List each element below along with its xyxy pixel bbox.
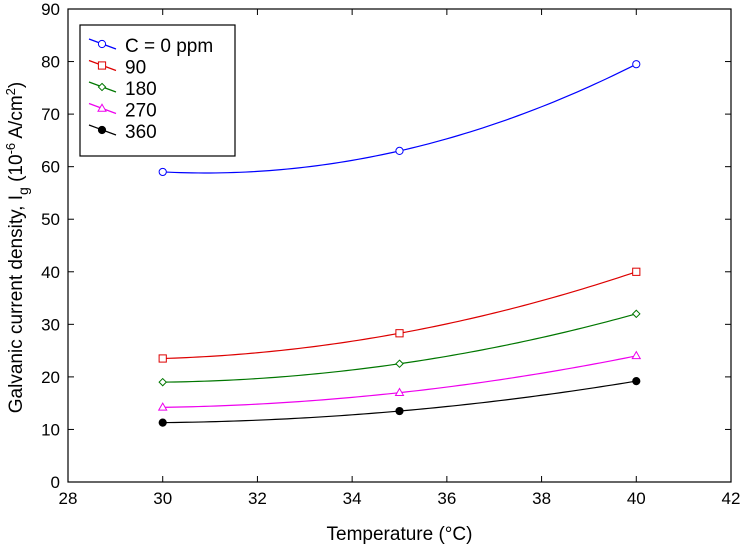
point-3-0 — [157, 402, 168, 411]
point-4-2 — [632, 376, 641, 386]
point-1-2 — [632, 267, 641, 276]
legend-label-2: 180 — [125, 79, 157, 100]
point-4-0 — [158, 418, 167, 427]
point-0-2 — [632, 60, 641, 69]
legend-label-1: 90 — [125, 58, 146, 79]
point-3-2 — [631, 350, 642, 360]
y-tick-label-9: 90 — [41, 0, 60, 19]
y-axis-label: Galvanic current density, Ig (10-6 A/cm2… — [3, 82, 31, 413]
series-1 — [158, 267, 641, 363]
point-3-1 — [394, 387, 405, 396]
y-axis-label-unit-open: (10 — [6, 154, 27, 187]
y-axis-label-prefix: Galvanic current density, I — [6, 195, 27, 413]
series-3 — [157, 350, 642, 411]
series-line-2 — [162, 313, 637, 383]
point-2-0 — [158, 377, 168, 387]
y-tick-label-3: 30 — [41, 315, 60, 334]
point-2-1 — [395, 359, 404, 369]
legend-item-2: 180 — [88, 79, 157, 100]
y-axis-label-unit-close: ) — [6, 82, 27, 88]
legend-label-4: 360 — [125, 122, 157, 143]
series-layer — [157, 60, 642, 427]
point-1-1 — [395, 329, 404, 338]
y-axis-label-subscript: g — [15, 187, 31, 195]
legend-label-3: 270 — [125, 101, 157, 122]
point-0-1 — [395, 146, 404, 155]
y-tick-label-7: 70 — [41, 105, 60, 124]
series-line-4 — [162, 380, 637, 424]
y-tick-label-6: 60 — [41, 158, 60, 177]
legend-marker-1 — [97, 61, 107, 70]
y-tick-label-0: 0 — [51, 473, 60, 492]
x-tick-labels: 28 30 32 34 36 38 40 42 — [59, 489, 741, 508]
x-tick-label-0: 28 — [59, 489, 78, 508]
y-tick-label-5: 50 — [41, 210, 60, 229]
y-tick-label-1: 10 — [41, 420, 60, 439]
x-tick-label-5: 38 — [532, 489, 551, 508]
series-4 — [158, 376, 641, 427]
legend-marker-3 — [97, 103, 107, 112]
series-line-1 — [162, 271, 637, 360]
x-tick-label-7: 42 — [722, 489, 741, 508]
series-2 — [158, 309, 641, 387]
x-tick-label-3: 34 — [343, 489, 362, 508]
legend-marker-0 — [97, 39, 107, 49]
point-2-2 — [631, 309, 641, 319]
point-1-0 — [158, 354, 167, 363]
point-4-1 — [395, 406, 404, 416]
x-tick-label-6: 40 — [627, 489, 646, 508]
legend-item-3: 270 — [88, 101, 157, 122]
y-tick-label-2: 20 — [41, 368, 60, 387]
legend-marker-2 — [97, 82, 107, 92]
legend-item-4: 360 — [88, 122, 157, 143]
legend-marker-4 — [97, 125, 107, 135]
legend-label-0: C = 0 ppm — [125, 36, 213, 57]
y-axis-label-unit-mid: A/cm — [6, 95, 27, 143]
x-tick-label-4: 36 — [437, 489, 456, 508]
point-0-0 — [158, 167, 167, 177]
legend-item-1: 90 — [88, 58, 146, 79]
x-axis-label: Temperature (°C) — [327, 524, 473, 545]
y-axis-label-unit-exp2: 2 — [3, 88, 18, 95]
x-tick-label-2: 32 — [248, 489, 267, 508]
y-tick-labels: 0 10 20 30 40 50 60 70 80 90 — [41, 0, 60, 492]
plot-frame — [67, 8, 732, 483]
y-axis-label-unit-exp: -6 — [3, 143, 18, 155]
x-tick-label-1: 30 — [153, 489, 172, 508]
series-0 — [158, 60, 641, 177]
y-tick-label-8: 80 — [41, 53, 60, 72]
legend-item-0: C = 0 ppm — [88, 36, 213, 57]
legend-box — [79, 24, 236, 157]
y-tick-label-4: 40 — [41, 263, 60, 282]
axis-ticks — [67, 8, 732, 483]
